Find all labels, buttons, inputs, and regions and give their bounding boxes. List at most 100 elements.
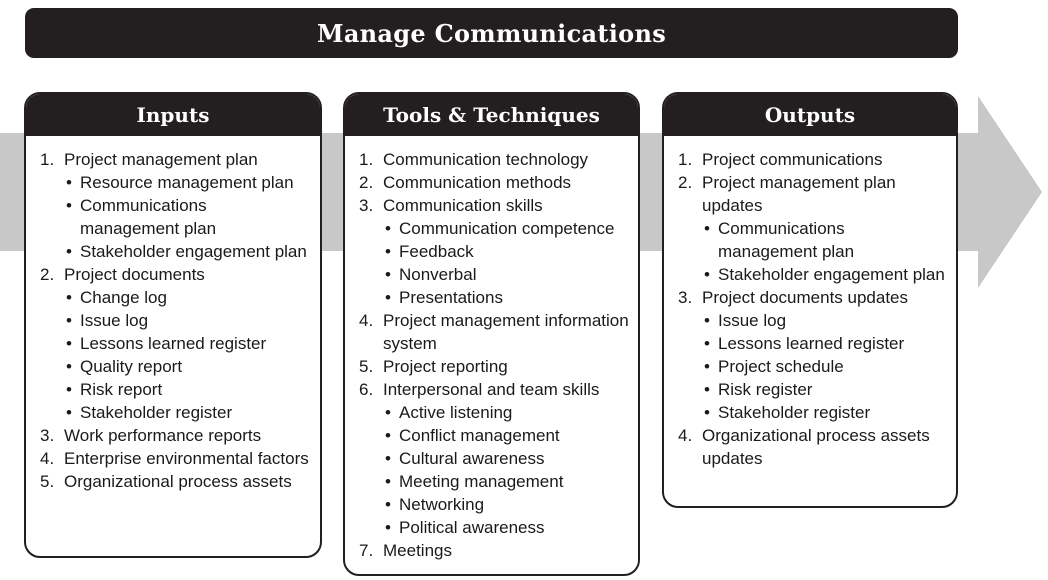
sub-item-label: Networking (399, 495, 485, 514)
sub-item-label: Political awareness (399, 518, 545, 537)
outputs-item: 2. Project management plan updates • Commun… (664, 171, 956, 286)
item-label: Project documents (64, 265, 205, 284)
inputs-item: 3. Work performance reports (26, 424, 320, 447)
sub-item: • Risk register (702, 378, 950, 401)
bullet-icon: • (385, 242, 391, 261)
sub-item-list: • Communication competence • Feedback • Nonve… (383, 217, 632, 309)
process-title-bar: Manage Communications (25, 8, 958, 58)
sub-item-label: Issue log (718, 311, 787, 330)
bullet-icon: • (704, 334, 710, 353)
bullet-icon: • (66, 357, 72, 376)
item-number: 4. (678, 426, 693, 445)
sub-item: • Stakeholder engagement plan (702, 263, 950, 286)
sub-item-label: Stakeholder engagement plan (718, 265, 945, 284)
bullet-icon: • (385, 288, 391, 307)
bullet-icon: • (66, 380, 72, 399)
bullet-icon: • (704, 219, 710, 238)
sub-item: • Issue log (64, 309, 314, 332)
tools-techniques-panel: Tools & Techniques 1. Communication techn… (343, 92, 640, 576)
item-label: Interpersonal and team skills (383, 380, 600, 399)
item-number: 3. (40, 426, 55, 445)
sub-item-list: • Change log • Issue log • Lessons learned re… (64, 286, 314, 424)
bullet-icon: • (385, 449, 391, 468)
bullet-icon: • (66, 242, 72, 261)
item-number: 2. (40, 265, 55, 284)
sub-item-label: Meeting management (399, 472, 564, 491)
item-number: 5. (40, 472, 55, 491)
item-label: Communication technology (383, 150, 589, 169)
sub-item: • Presentations (383, 286, 632, 309)
item-number: 2. (678, 173, 693, 192)
item-number: 2. (359, 173, 374, 192)
bullet-icon: • (704, 265, 710, 284)
sub-item-list: • Resource management plan • Communications… (64, 171, 314, 263)
outputs-header: Outputs (664, 94, 956, 136)
sub-item: • Stakeholder engagement plan (64, 240, 314, 263)
inputs-item: 5. Organizational process assets (26, 470, 320, 493)
tools-techniques-item: 3. Communication skills • Communication com… (345, 194, 638, 309)
item-number: 1. (678, 150, 693, 169)
bullet-icon: • (66, 288, 72, 307)
sub-item-label: Feedback (399, 242, 474, 261)
sub-item-label: Nonverbal (399, 265, 477, 284)
process-title: Manage Communications (316, 18, 667, 48)
sub-item-label: Cultural awareness (399, 449, 545, 468)
tools-techniques-item: 5. Project reporting (345, 355, 638, 378)
sub-item-label: Risk report (80, 380, 163, 399)
sub-item: • Lessons learned register (64, 332, 314, 355)
item-label: Project communications (702, 150, 883, 169)
outputs-list: 1. Project communications 2. Project manage… (664, 148, 956, 470)
item-label: Communication methods (383, 173, 572, 192)
sub-item-label: Change log (80, 288, 167, 307)
item-label: Work performance reports (64, 426, 262, 445)
sub-item-list: • Communications management plan • Stakehol… (702, 217, 950, 286)
item-label: Meetings (383, 541, 452, 560)
sub-item-label: Resource management plan (80, 173, 294, 192)
tools-techniques-item: 6. Interpersonal and team skills • Active l… (345, 378, 638, 539)
sub-item: • Stakeholder register (702, 401, 950, 424)
item-label: Enterprise environmental factors (64, 449, 309, 468)
bullet-icon: • (385, 219, 391, 238)
tools-techniques-item: 4. Project management information system (345, 309, 638, 355)
item-number: 1. (40, 150, 55, 169)
sub-item: • Political awareness (383, 516, 632, 539)
sub-item: • Communications management plan (702, 217, 950, 263)
sub-item: • Conflict management (383, 424, 632, 447)
item-label: Organizational process assets (64, 472, 292, 491)
sub-item-label: Stakeholder register (718, 403, 871, 422)
sub-item-list: • Issue log • Lessons learned register • Proj… (702, 309, 950, 424)
bullet-icon: • (385, 472, 391, 491)
sub-item-label: Active listening (399, 403, 513, 422)
sub-item: • Change log (64, 286, 314, 309)
item-number: 4. (359, 311, 374, 330)
bullet-icon: • (66, 334, 72, 353)
inputs-list: 1. Project management plan • Resource manag… (26, 148, 320, 493)
bullet-icon: • (385, 265, 391, 284)
item-label: Project reporting (383, 357, 508, 376)
item-label: Communication skills (383, 196, 543, 215)
sub-item: • Active listening (383, 401, 632, 424)
bullet-icon: • (66, 311, 72, 330)
bullet-icon: • (66, 196, 72, 215)
bullet-icon: • (704, 311, 710, 330)
bullet-icon: • (385, 518, 391, 537)
bullet-icon: • (385, 495, 391, 514)
sub-item-label: Lessons learned register (718, 334, 905, 353)
bullet-icon: • (385, 403, 391, 422)
sub-item-label: Project schedule (718, 357, 844, 376)
sub-item-label: Communications management plan (80, 196, 217, 238)
item-label: Project documents updates (702, 288, 909, 307)
tools-techniques-item: 2. Communication methods (345, 171, 638, 194)
item-number: 4. (40, 449, 55, 468)
sub-item: • Issue log (702, 309, 950, 332)
tools-techniques-header: Tools & Techniques (345, 94, 638, 136)
inputs-header: Inputs (26, 94, 320, 136)
sub-item-label: Stakeholder engagement plan (80, 242, 307, 261)
outputs-panel: Outputs 1. Project communications 2. Projec… (662, 92, 958, 508)
sub-item: • Cultural awareness (383, 447, 632, 470)
sub-item: • Nonverbal (383, 263, 632, 286)
sub-item-label: Lessons learned register (80, 334, 267, 353)
sub-item-label: Risk register (718, 380, 813, 399)
item-label: Project management information system (383, 311, 629, 353)
sub-item: • Project schedule (702, 355, 950, 378)
